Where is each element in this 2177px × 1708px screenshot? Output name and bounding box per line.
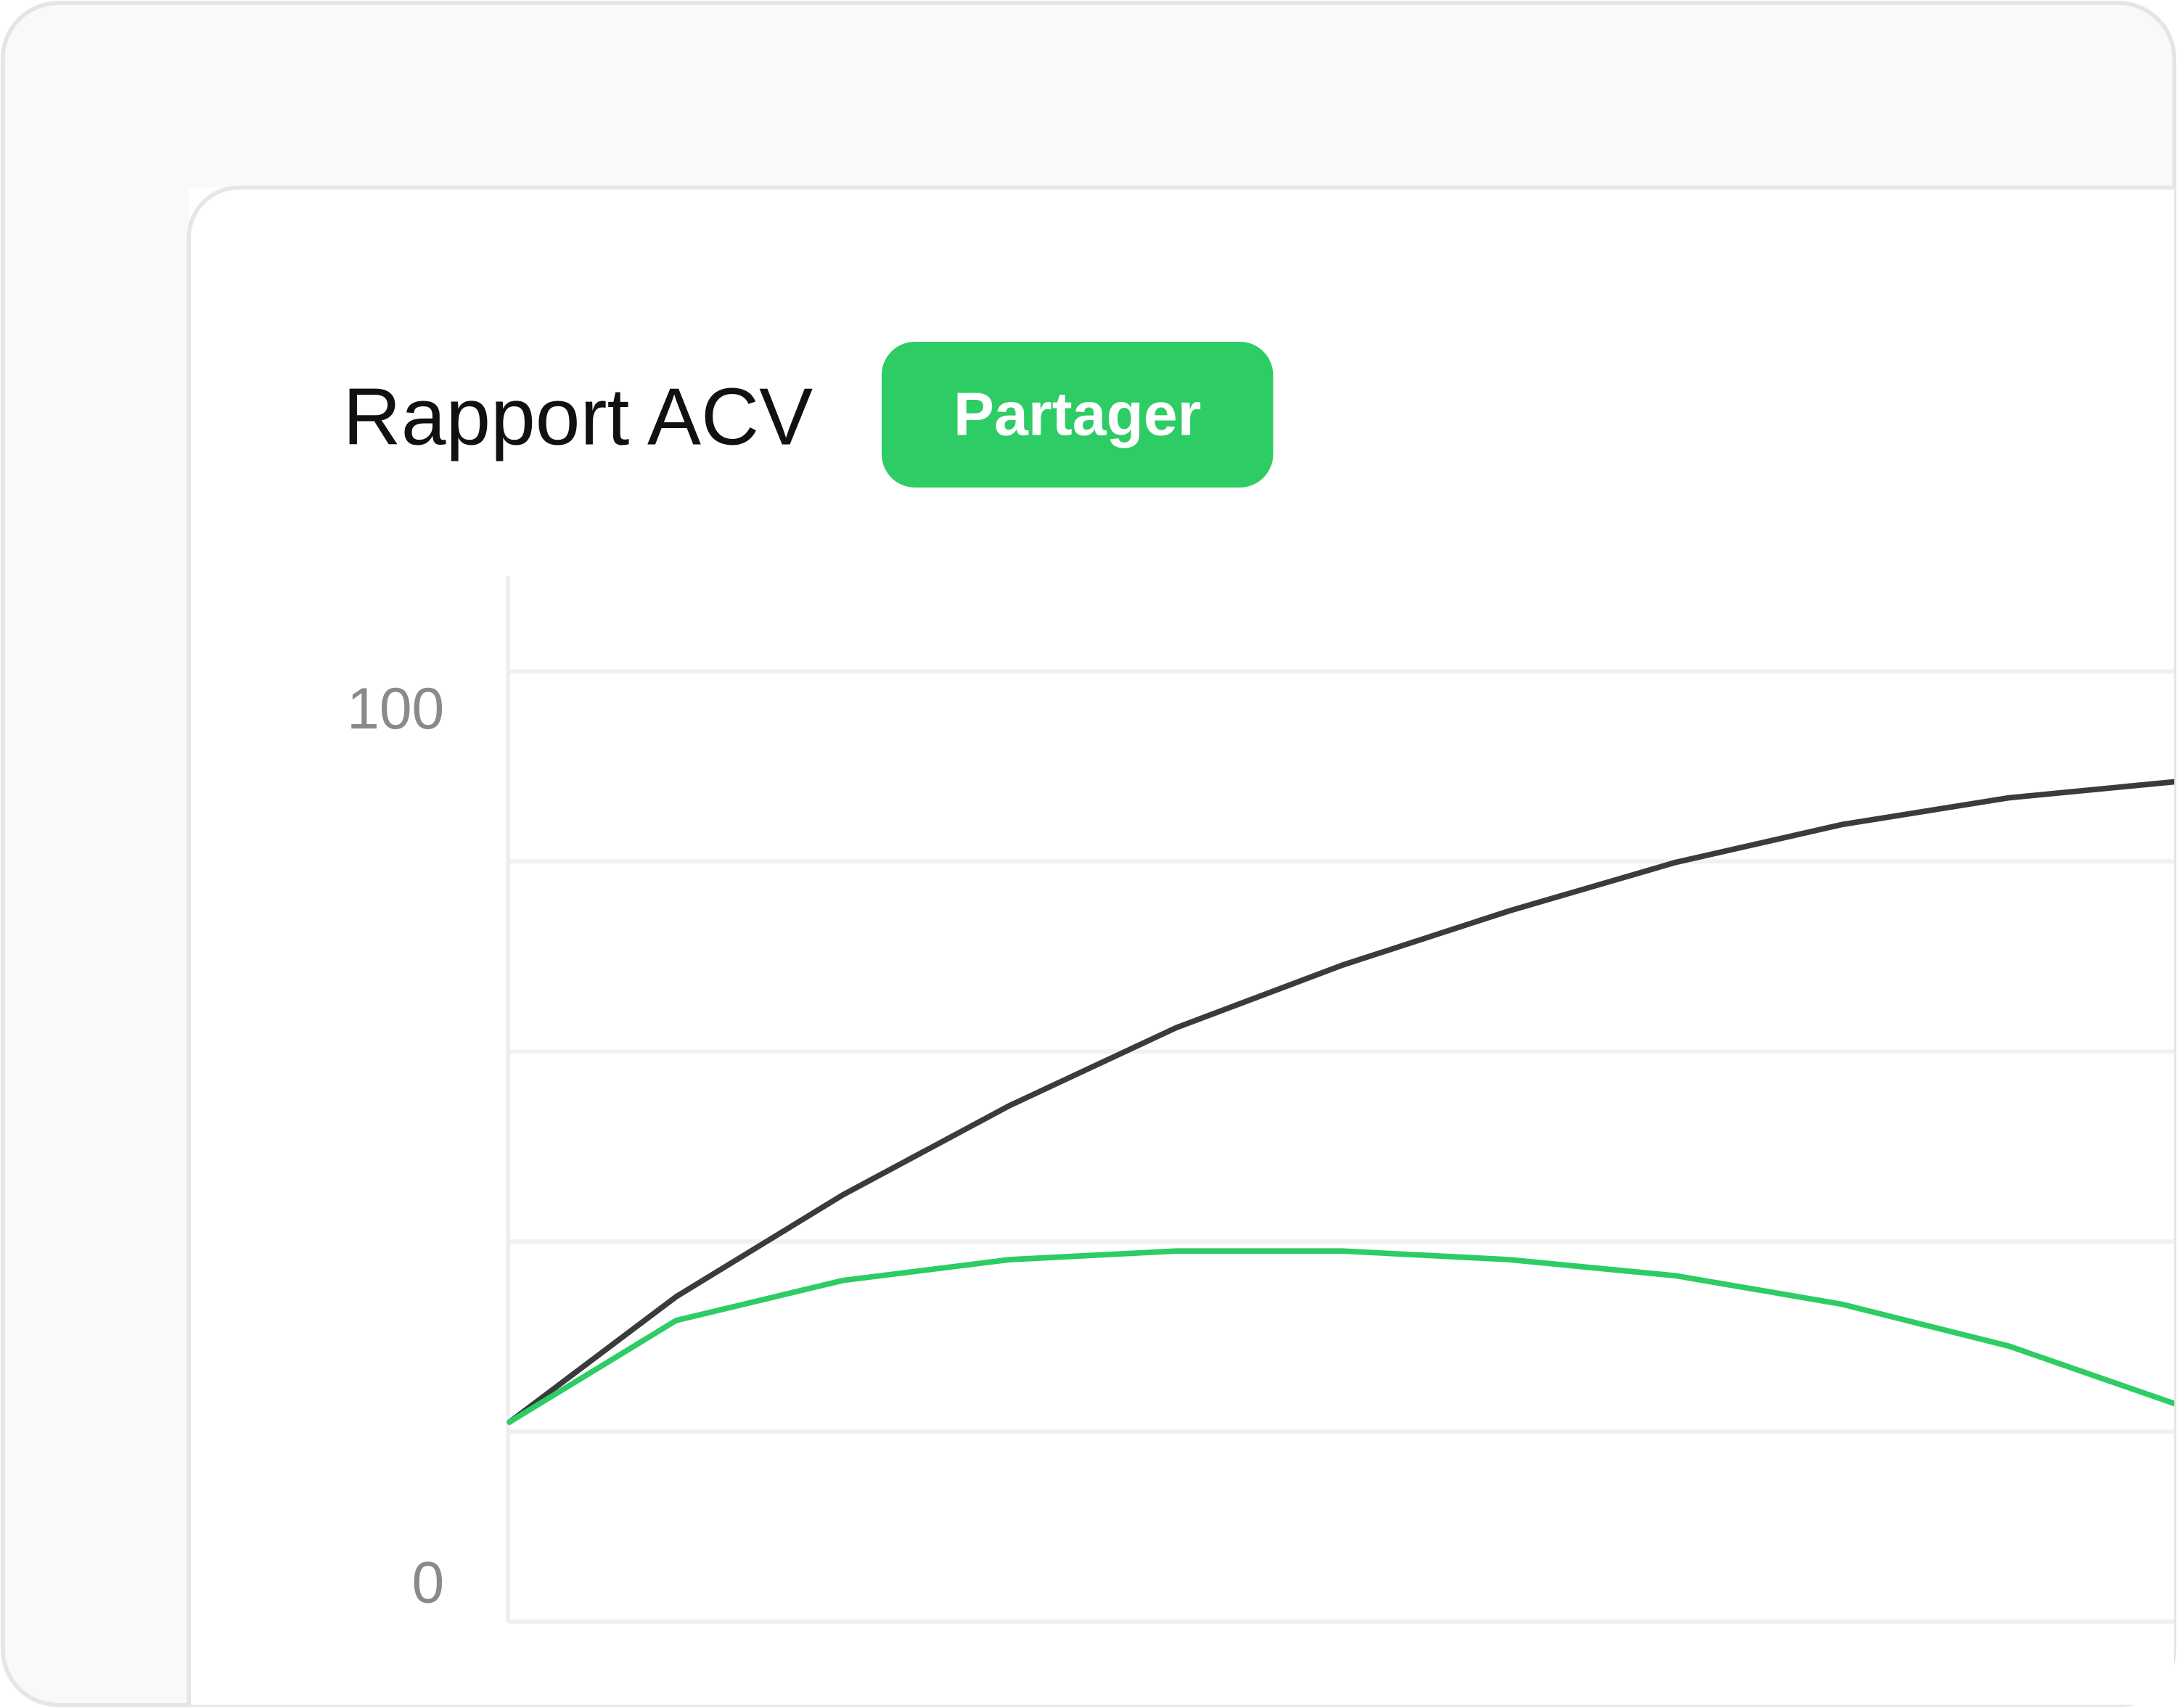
- chart-title: Rapport ACV: [343, 371, 813, 461]
- button-label[interactable]: Partager: [954, 379, 1202, 448]
- line-series: [507, 779, 2175, 1425]
- y-tick-label: 0: [412, 1550, 445, 1615]
- plot: [506, 576, 2175, 1624]
- share-button[interactable]: Partager: [881, 342, 1274, 488]
- y-tick-label: 100: [347, 676, 444, 742]
- inner-card-border: [186, 185, 2175, 1705]
- line-series: [507, 1248, 2175, 1425]
- button-background[interactable]: [881, 342, 1274, 488]
